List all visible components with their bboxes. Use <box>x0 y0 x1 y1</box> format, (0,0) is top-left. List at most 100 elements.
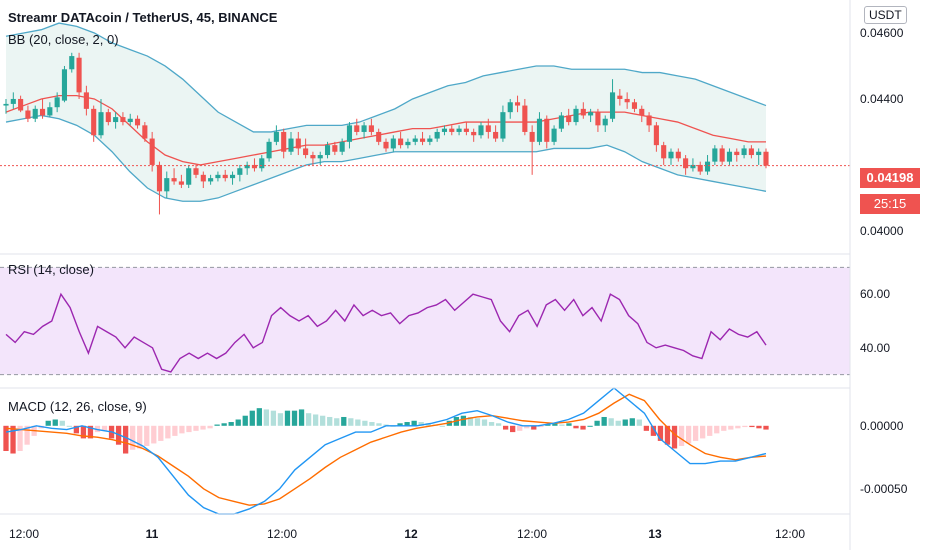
price-pane[interactable] <box>0 22 850 215</box>
candle[interactable] <box>449 125 455 136</box>
candle[interactable] <box>478 122 484 139</box>
candle[interactable] <box>419 131 426 146</box>
candle[interactable] <box>668 148 674 165</box>
candle[interactable] <box>266 138 272 162</box>
candle[interactable] <box>544 115 550 149</box>
candle[interactable] <box>215 171 221 182</box>
candle[interactable] <box>346 122 353 149</box>
candle[interactable] <box>193 164 199 179</box>
candle[interactable] <box>514 95 521 113</box>
candle[interactable] <box>244 161 250 175</box>
candle[interactable] <box>712 145 718 165</box>
candle[interactable] <box>690 158 696 172</box>
candle[interactable] <box>10 92 16 109</box>
candle[interactable] <box>47 102 53 118</box>
candle[interactable] <box>288 131 294 156</box>
candle[interactable] <box>558 112 564 132</box>
currency-button[interactable]: USDT <box>864 6 907 24</box>
candle[interactable] <box>631 98 638 113</box>
candle[interactable] <box>456 125 462 136</box>
candle[interactable] <box>398 131 404 149</box>
candle[interactable] <box>609 79 616 123</box>
candle[interactable] <box>507 98 513 119</box>
candle[interactable] <box>54 92 60 113</box>
candle[interactable] <box>32 105 38 123</box>
candle[interactable] <box>566 108 572 126</box>
candle[interactable] <box>529 125 535 175</box>
candle[interactable] <box>726 148 733 165</box>
candle[interactable] <box>471 128 477 142</box>
candle[interactable] <box>719 145 725 165</box>
candle[interactable] <box>361 122 367 139</box>
macd-indicator-label[interactable]: MACD (12, 26, close, 9) <box>8 399 147 414</box>
candle[interactable] <box>332 141 338 156</box>
candle[interactable] <box>164 171 170 198</box>
macd-pane[interactable] <box>3 387 769 515</box>
candle[interactable] <box>98 98 104 139</box>
candle[interactable] <box>156 161 163 215</box>
candle[interactable] <box>741 145 747 159</box>
candle[interactable] <box>748 145 754 159</box>
candle[interactable] <box>295 131 301 156</box>
candle[interactable] <box>646 112 652 132</box>
candle[interactable] <box>675 148 681 162</box>
candle[interactable] <box>580 102 586 119</box>
candle[interactable] <box>251 158 258 172</box>
candle[interactable] <box>25 105 31 123</box>
candle[interactable] <box>536 112 543 146</box>
rsi-indicator-label[interactable]: RSI (14, close) <box>8 262 94 277</box>
candle[interactable] <box>113 112 119 129</box>
candle[interactable] <box>756 148 762 165</box>
candle[interactable] <box>273 125 279 146</box>
candle[interactable] <box>229 171 236 185</box>
candle[interactable] <box>734 148 740 162</box>
candle[interactable] <box>18 95 24 113</box>
candle[interactable] <box>624 92 630 109</box>
candle[interactable] <box>390 135 396 152</box>
candle[interactable] <box>134 115 141 129</box>
rsi-pane[interactable] <box>0 266 850 376</box>
candle[interactable] <box>376 128 382 146</box>
candle[interactable] <box>39 98 46 119</box>
candle[interactable] <box>339 138 345 156</box>
candle[interactable] <box>149 131 155 172</box>
candle[interactable] <box>368 118 374 136</box>
candle[interactable] <box>551 125 557 146</box>
candle[interactable] <box>763 148 769 169</box>
candle[interactable] <box>588 108 594 123</box>
candle[interactable] <box>186 164 192 189</box>
candle[interactable] <box>178 174 184 189</box>
candle[interactable] <box>354 118 360 136</box>
candle[interactable] <box>208 174 214 185</box>
candle[interactable] <box>105 108 111 126</box>
candle[interactable] <box>171 168 177 185</box>
candle[interactable] <box>281 128 287 159</box>
candle[interactable] <box>324 141 331 159</box>
candle[interactable] <box>237 164 243 182</box>
candle[interactable] <box>595 108 601 132</box>
candle[interactable] <box>142 122 148 142</box>
candle[interactable] <box>83 85 89 116</box>
candle[interactable] <box>127 113 133 126</box>
candle[interactable] <box>200 171 206 189</box>
candle[interactable] <box>485 118 491 139</box>
candle[interactable] <box>383 138 389 152</box>
candle[interactable] <box>76 52 82 99</box>
candle[interactable] <box>493 125 499 142</box>
candle[interactable] <box>522 98 528 136</box>
candle[interactable] <box>500 105 506 142</box>
candle[interactable] <box>3 98 9 114</box>
candle[interactable] <box>91 105 97 142</box>
candle[interactable] <box>602 115 608 132</box>
candle[interactable] <box>303 138 309 159</box>
candle[interactable] <box>683 155 689 175</box>
candle[interactable] <box>317 151 323 165</box>
candle[interactable] <box>61 65 68 103</box>
candle[interactable] <box>441 125 448 136</box>
candle[interactable] <box>704 155 711 175</box>
candle[interactable] <box>573 105 579 126</box>
candle[interactable] <box>259 155 265 172</box>
candle[interactable] <box>310 151 316 165</box>
candle[interactable] <box>405 138 411 149</box>
